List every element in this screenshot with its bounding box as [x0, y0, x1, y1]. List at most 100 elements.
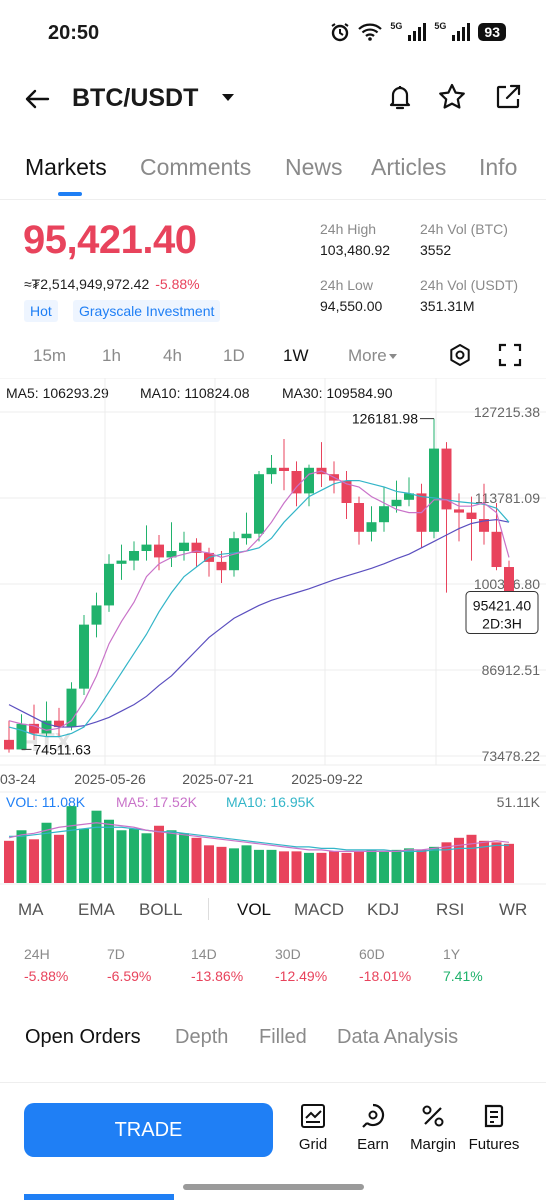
candle-body [441, 448, 452, 510]
volume-bar [141, 833, 152, 883]
ind-ma[interactable]: MA [18, 900, 44, 919]
volume-bar [504, 843, 514, 883]
share-icon[interactable] [493, 82, 523, 112]
candle-body [391, 499, 402, 507]
margin-button[interactable]: Margin [401, 1102, 465, 1168]
volume-bar [204, 845, 214, 883]
high-marker-label: 126181.98 [352, 411, 418, 427]
price-change: -5.88% [155, 276, 200, 292]
futures-button[interactable]: Futures [462, 1102, 526, 1168]
volume-bar [491, 842, 502, 883]
period-more-label: More [348, 346, 387, 365]
fullscreen-icon[interactable] [497, 342, 523, 368]
candle-body [379, 506, 389, 523]
pair-title[interactable]: BTC/USDT [72, 84, 199, 112]
ma5-line [8, 470, 510, 731]
volume-bar [129, 828, 139, 883]
x-tick-label: 2025-09-22 [291, 771, 363, 787]
tab-markets[interactable]: Markets [25, 154, 107, 180]
period-1h[interactable]: 1h [102, 346, 121, 365]
volume-bar [379, 851, 389, 883]
high-value: 103,480.92 [320, 242, 391, 258]
x-tick-label: 2025-05-26 [74, 771, 146, 787]
candle-body [491, 531, 502, 568]
ind-macd[interactable]: MACD [294, 900, 345, 919]
tab-news[interactable]: News [285, 154, 343, 180]
ind-boll[interactable]: BOLL [139, 900, 183, 919]
high-label: 24h High [320, 221, 377, 237]
grid-label: Grid [298, 1136, 328, 1153]
back-arrow-icon[interactable] [22, 84, 52, 114]
ind-wr[interactable]: WR [499, 900, 528, 919]
tab-open-orders[interactable]: Open Orders [25, 1026, 141, 1048]
star-icon[interactable] [437, 82, 467, 112]
ind-kdj[interactable]: KDJ [367, 900, 400, 919]
section-divider [0, 1082, 546, 1083]
candle-body [241, 533, 252, 539]
ma5-legend: MA5: 106293.29 [6, 385, 109, 401]
chart-settings-icon[interactable] [447, 342, 473, 368]
ind-vol[interactable]: VOL [237, 900, 272, 919]
margin-label: Margin [410, 1136, 456, 1153]
perf-label: 14D [191, 946, 217, 962]
volume-bar [91, 810, 102, 883]
candle-body [454, 509, 464, 513]
volume-bar [154, 825, 164, 883]
volume-bar [441, 842, 452, 883]
bell-icon[interactable] [385, 82, 415, 112]
volume-bar [266, 849, 277, 883]
grid-button[interactable]: Grid [281, 1102, 345, 1168]
candlestick-chart[interactable]: HTX127215.38113781.09100346.8086912.5173… [0, 378, 546, 888]
period-15m[interactable]: 15m [33, 346, 67, 365]
period-4h[interactable]: 4h [163, 346, 182, 365]
candle-body [341, 480, 352, 504]
perf-label: 7D [107, 946, 125, 962]
y-tick-label: 113781.09 [475, 490, 540, 506]
period-1w[interactable]: 1W [283, 346, 309, 365]
ind-ema[interactable]: EMA [78, 900, 115, 919]
pair-dropdown-icon[interactable] [222, 94, 234, 101]
tab-comments[interactable]: Comments [140, 154, 252, 180]
active-tab-indicator [58, 192, 82, 196]
tab-articles[interactable]: Articles [371, 154, 447, 180]
earn-label: Earn [357, 1136, 389, 1153]
candle-body [179, 542, 189, 552]
tab-info[interactable]: Info [479, 154, 518, 180]
period-more[interactable]: More [348, 346, 397, 366]
candle-body [466, 512, 477, 520]
tab-filled[interactable]: Filled [259, 1026, 307, 1048]
indicator-divider [208, 898, 209, 920]
vol-ma5-line [8, 822, 510, 852]
volume-bar [179, 833, 189, 883]
candle-body [29, 723, 39, 734]
y-tick-label: 127215.38 [474, 404, 540, 420]
earn-button[interactable]: Earn [341, 1102, 405, 1168]
volume-bar [391, 849, 402, 883]
candle-body [254, 474, 264, 534]
tab-data-analysis[interactable]: Data Analysis [337, 1026, 459, 1048]
earn-icon [362, 1103, 385, 1128]
candle-body [129, 551, 139, 561]
volume-bar [116, 830, 127, 883]
volume-bar [279, 851, 289, 883]
net-label-1: 5G [390, 21, 403, 31]
signal-icon [408, 23, 427, 41]
candle-body [191, 542, 202, 553]
candle-body [141, 544, 152, 552]
ind-rsi[interactable]: RSI [436, 900, 465, 919]
last-price-box [465, 591, 539, 635]
candle-body [166, 551, 177, 558]
wifi-icon [358, 23, 383, 41]
app-header: BTC/USDT [0, 70, 546, 130]
volume-bar [16, 830, 27, 883]
volume-bar [66, 806, 77, 883]
perf-value: 7.41% [443, 968, 483, 984]
trade-button[interactable]: TRADE [24, 1103, 273, 1157]
tab-depth[interactable]: Depth [175, 1026, 229, 1048]
volume-bar [104, 819, 114, 883]
period-1d[interactable]: 1D [223, 346, 245, 365]
last-price: 95,421.40 [23, 218, 197, 262]
tag-grayscale[interactable]: Grayscale Investment [73, 300, 221, 322]
low-marker-label: 74511.63 [34, 741, 92, 757]
tag-hot[interactable]: Hot [24, 300, 58, 322]
